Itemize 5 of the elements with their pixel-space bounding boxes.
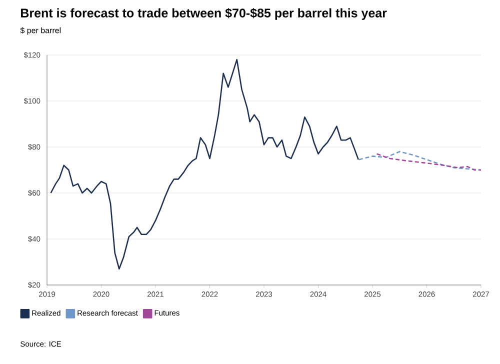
chart-subtitle: $ per barrel bbox=[20, 27, 61, 35]
line-series bbox=[358, 150, 482, 171]
line-series bbox=[50, 58, 360, 270]
line-series bbox=[376, 153, 482, 171]
chart-title: Brent is forecast to trade between $70-$85 per barrel this year bbox=[21, 8, 387, 20]
